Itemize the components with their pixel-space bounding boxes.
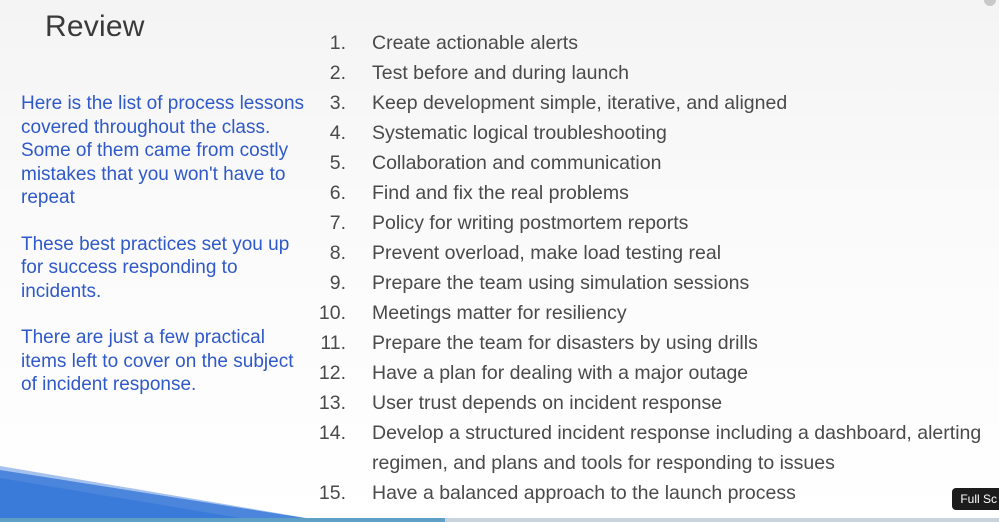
list-item-number: 13. [318, 392, 346, 414]
video-progress-fill [0, 518, 445, 522]
list-item-text: Prepare the team for disasters by using … [372, 332, 758, 354]
list-item-text: Systematic logical troubleshooting [372, 122, 667, 144]
list-item: 10. Meetings matter for resiliency [310, 298, 999, 328]
list-item-text: Develop a structured incident response i… [372, 422, 982, 474]
list-item: 5. Collaboration and communication [310, 148, 999, 178]
list-item-number: 6. [329, 182, 346, 204]
list-item: 6. Find and fix the real problems [310, 178, 999, 208]
list-item: 14. Develop a structured incident respons… [310, 418, 999, 478]
list-item-number: 15. [318, 482, 346, 504]
list-item-text: Keep development simple, iterative, and … [372, 92, 788, 114]
list-item: 13. User trust depends on incident respon… [310, 388, 999, 418]
list-item-number: 2. [329, 62, 346, 84]
list-item-text: Collaboration and communication [372, 152, 662, 174]
intro-paragraph-2: These best practices set you up for succ… [21, 233, 290, 302]
list-item-number: 4. [329, 122, 346, 144]
list-item: 7. Policy for writing postmortem reports [310, 208, 999, 238]
list-item-text: Policy for writing postmortem reports [372, 212, 689, 234]
list-item-number: 11. [320, 332, 346, 354]
list-item: 9. Prepare the team using simulation sess… [310, 268, 999, 298]
list-item-number: 5. [329, 152, 346, 174]
list-item-text: Meetings matter for resiliency [372, 302, 627, 324]
list-item-number: 10. [318, 302, 346, 324]
list-item-text: Prevent overload, make load testing real [372, 242, 722, 264]
list-item-text: Find and fix the real problems [372, 182, 629, 204]
list-item-number: 14. [318, 422, 346, 444]
list-item: 15. Have a balanced approach to the launc… [310, 478, 999, 508]
list-item-text: Create actionable alerts [372, 32, 578, 54]
list-item: 2. Test before and during launch [310, 58, 999, 88]
intro-text: Here is the list of process lessons cove… [21, 92, 311, 420]
list-item: 12. Have a plan for dealing with a major … [310, 358, 999, 388]
slide-title: Review [45, 10, 145, 43]
list-item-number: 12. [318, 362, 346, 384]
list-item: 8. Prevent overload, make load testing re… [310, 238, 999, 268]
list-item-text: Test before and during launch [372, 62, 629, 84]
list-item-number: 3. [329, 92, 346, 114]
list-item-text: User trust depends on incident response [372, 392, 723, 414]
list-item: 4. Systematic logical troubleshooting [310, 118, 999, 148]
lessons-list: 1. Create actionable alerts 2. Test before… [310, 28, 999, 508]
intro-paragraph-3: There are just a few practical items lef… [21, 327, 294, 395]
intro-paragraph-1: Here is the list of process lessons cove… [21, 93, 305, 208]
list-item: 3. Keep development simple, iterative, an… [310, 88, 999, 118]
list-item: 1. Create actionable alerts [310, 28, 999, 58]
video-progress-bar[interactable] [0, 518, 999, 522]
menu-dot-icon[interactable] [984, 0, 996, 6]
list-item: 11. Prepare the team for disasters by usi… [310, 328, 999, 358]
list-item-text: Prepare the team using simulation sessio… [372, 272, 750, 294]
list-item-number: 9. [329, 272, 346, 294]
list-item-number: 1. [329, 32, 346, 54]
list-item-text: Have a plan for dealing with a major out… [372, 362, 749, 384]
list-item-number: 8. [329, 242, 346, 264]
fullscreen-button[interactable]: Full Sc [952, 488, 999, 510]
list-item-text: Have a balanced approach to the launch p… [372, 482, 796, 504]
list-item-number: 7. [329, 212, 346, 234]
